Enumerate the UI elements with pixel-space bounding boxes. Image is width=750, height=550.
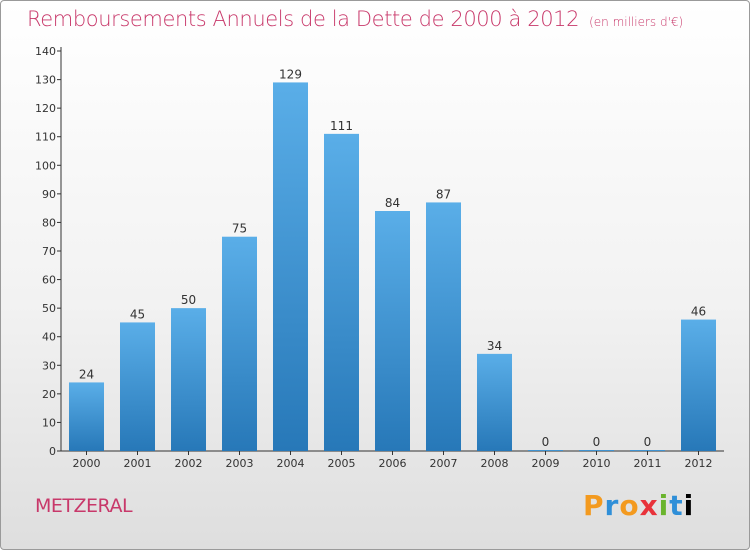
y-tick-label: 100 [35,159,56,172]
logo-letter: i [658,489,670,522]
y-tick-label: 80 [42,216,56,229]
y-tick-label: 90 [42,188,56,201]
y-tick-label: 50 [42,302,56,315]
bar [222,236,257,451]
bar-value-label: 87 [436,187,451,201]
x-tick-label: 2005 [328,457,356,470]
bar [630,450,665,451]
bar-value-label: 0 [644,435,652,449]
y-tick-label: 10 [42,416,56,429]
bar [171,308,206,451]
x-tick-label: 2010 [583,457,611,470]
bar-value-label: 46 [691,305,706,319]
bar-value-label: 50 [181,293,196,307]
bar-value-label: 45 [130,307,145,321]
logo-letter: x [639,489,659,522]
logo-letter: P [583,489,605,522]
y-tick-label: 30 [42,359,56,372]
logo-letter: r [604,489,620,522]
x-tick-label: 2002 [175,457,203,470]
bar-value-label: 34 [487,339,502,353]
proxiti-logo: Proxiti [583,489,694,522]
x-tick-label: 2001 [124,457,152,470]
bar-value-label: 0 [593,435,601,449]
bar [69,382,104,451]
bar [681,319,716,451]
chart-bars [69,82,716,451]
y-tick-label: 140 [35,45,56,58]
chart-data-labels: 24 45 50 75 129 111 84 87 34 0 0 0 46 [79,67,706,449]
bar-value-label: 75 [232,222,247,236]
bar [375,211,410,451]
x-tick-label: 2007 [430,457,458,470]
x-tick-label: 2004 [277,457,305,470]
bar-value-label: 24 [79,367,94,381]
y-tick-label: 120 [35,102,56,115]
logo-letter: o [619,489,640,522]
bar [528,450,563,451]
x-tick-label: 2003 [226,457,254,470]
bar [477,353,512,451]
y-tick-label: 70 [42,245,56,258]
y-tick-label: 40 [42,331,56,344]
y-tick-label: 0 [49,445,56,458]
x-tick-label: 2006 [379,457,407,470]
chart-subtitle: (en milliers d'€) [589,15,684,29]
logo-letter: t [669,489,684,522]
bar [324,133,359,451]
chart-title-text: Remboursements Annuels de la Dette de 20… [27,7,580,31]
x-tick-label: 2011 [634,457,662,470]
bar [579,450,614,451]
commune-name: METZERAL [35,495,133,517]
x-tick-label: 2008 [481,457,509,470]
x-tick-label: 2012 [685,457,713,470]
logo-letter: i [683,489,695,522]
x-tick-label: 2009 [532,457,560,470]
y-tick-label: 110 [35,131,56,144]
chart-axes: 0 10 20 30 40 50 60 70 80 90 100 110 120 130 140 2000 20… [35,45,724,470]
bar-value-label: 84 [385,196,400,210]
y-tick-label: 130 [35,74,56,87]
y-tick-label: 60 [42,274,56,287]
bar [426,202,461,451]
bar [120,322,155,451]
x-tick-label: 2000 [73,457,101,470]
bar-value-label: 111 [330,119,353,133]
bar [273,82,308,451]
y-tick-label: 20 [42,388,56,401]
bar-value-label: 0 [542,435,550,449]
chart-title: Remboursements Annuels de la Dette de 20… [27,7,683,31]
bar-value-label: 129 [279,67,302,81]
